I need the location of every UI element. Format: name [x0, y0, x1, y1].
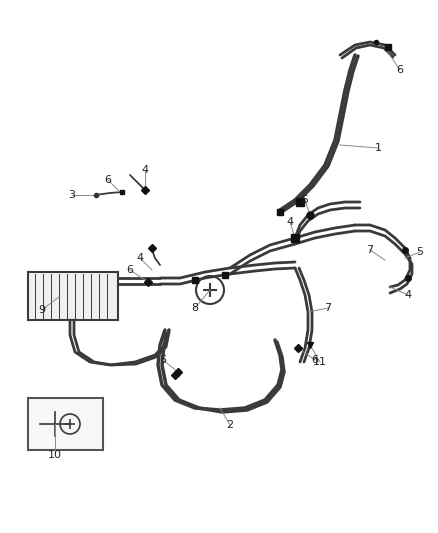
Text: 8: 8 — [191, 303, 198, 313]
Text: 5: 5 — [417, 247, 424, 257]
Text: 6: 6 — [396, 65, 403, 75]
Text: 4: 4 — [137, 253, 144, 263]
Bar — [28, 398, 103, 450]
Text: 6: 6 — [311, 355, 318, 365]
Text: 3: 3 — [68, 190, 75, 200]
Bar — [28, 272, 118, 320]
Text: 9: 9 — [39, 305, 46, 315]
Text: 6: 6 — [127, 265, 134, 275]
Text: 4: 4 — [141, 165, 148, 175]
Text: 6: 6 — [105, 175, 112, 185]
Text: 7: 7 — [367, 245, 374, 255]
Text: 11: 11 — [313, 357, 327, 367]
Text: 5: 5 — [301, 195, 308, 205]
Text: 10: 10 — [48, 450, 62, 460]
Text: 4: 4 — [286, 217, 293, 227]
Text: 4: 4 — [404, 290, 412, 300]
Text: 6: 6 — [159, 355, 166, 365]
Text: 2: 2 — [226, 420, 233, 430]
Text: 1: 1 — [374, 143, 381, 153]
Text: 7: 7 — [325, 303, 332, 313]
